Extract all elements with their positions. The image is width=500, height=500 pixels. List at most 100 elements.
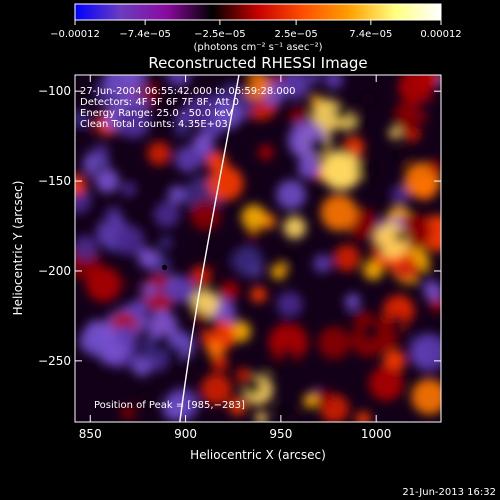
emission-blob (344, 293, 361, 310)
emission-blob (206, 341, 224, 358)
emission-blob (228, 397, 247, 416)
emission-blob (341, 145, 352, 156)
peak-position-label: Position of Peak = [985,−283] (94, 400, 245, 411)
emission-blob (94, 164, 106, 175)
image-plot (75, 75, 441, 422)
emission-blob (115, 324, 138, 347)
emission-blob (303, 393, 318, 409)
emission-blob (270, 264, 287, 280)
emission-blob (361, 322, 381, 342)
emission-blob (374, 243, 384, 254)
emission-blob (92, 143, 110, 161)
emission-blob (394, 230, 407, 243)
colorbar-tick-label: −2.5e−05 (194, 29, 246, 40)
emission-blob (214, 100, 243, 130)
x-tick-label: 950 (269, 427, 292, 441)
emission-blob (389, 314, 405, 331)
y-tick-label: −200 (38, 264, 71, 278)
emission-blob (192, 132, 214, 154)
emission-blob (280, 75, 310, 100)
emission-blob (391, 328, 403, 340)
emission-blob (147, 310, 178, 341)
emission-blob (363, 259, 384, 280)
emission-blob (173, 121, 190, 138)
emission-blob (356, 160, 376, 179)
emission-blob (320, 194, 358, 231)
emission-blob (275, 404, 285, 414)
emission-blob (258, 145, 274, 160)
emission-blob (183, 95, 216, 127)
chart-title: Reconstructed RHESSI Image (148, 54, 367, 72)
emission-blob (333, 244, 361, 272)
emission-blob (297, 156, 320, 180)
emission-blob (211, 354, 229, 372)
emission-blob (96, 90, 114, 108)
emission-blob (285, 412, 299, 422)
emission-blob (174, 145, 202, 173)
emission-blob (166, 345, 184, 364)
emission-blob (75, 235, 98, 260)
annotation-line: Energy Range: 25.0 - 50.0 keV (80, 108, 233, 119)
emission-blob (153, 201, 180, 228)
emission-blob (75, 174, 87, 195)
emission-blob (413, 121, 426, 134)
emission-blob (265, 362, 277, 374)
emission-blob (101, 216, 111, 225)
emission-blob (167, 185, 187, 204)
emission-blob (121, 405, 136, 420)
emission-blob (147, 141, 172, 166)
x-tick-label: 900 (174, 427, 197, 441)
emission-blob (394, 150, 409, 165)
emission-blob (368, 366, 404, 401)
emission-blob (190, 265, 212, 287)
emission-blob (353, 115, 366, 129)
colorbar (74, 3, 442, 21)
emission-blob (289, 106, 309, 126)
emission-blob (417, 98, 434, 116)
annotation-line: Detectors: 4F 5F 6F 7F 8F, Att 0 (80, 97, 239, 108)
emission-blob (121, 181, 137, 197)
emission-blob (190, 199, 221, 231)
annotation-line: 27-Jun-2004 06:55:42.000 to 06:59:28.000 (80, 86, 296, 97)
emission-blob (345, 310, 358, 323)
observation-annotations: 27-Jun-2004 06:55:42.000 to 06:59:28.000… (80, 86, 296, 130)
annotation-line: Clean Total counts: 4.35E+03 (80, 119, 228, 130)
emission-blob (167, 276, 195, 304)
emission-blob (242, 375, 263, 396)
emission-blob (278, 348, 298, 367)
emission-blob (276, 291, 303, 318)
emission-blob (241, 204, 267, 230)
emission-blob (250, 286, 267, 303)
emission-blob (361, 91, 375, 106)
y-tick-label: −100 (38, 84, 71, 98)
emission-blob (142, 75, 159, 86)
x-axis-label: Heliocentric X (arcsec) (190, 448, 326, 462)
emission-blob (131, 356, 153, 377)
emission-blob (234, 75, 254, 91)
emission-blob (402, 331, 413, 342)
emission-blob (137, 247, 159, 269)
colorbar-tick-label: 0.00012 (420, 29, 461, 40)
emission-blob (280, 254, 296, 269)
emission-blob (200, 373, 233, 406)
x-tick-label: 1000 (361, 427, 392, 441)
emission-blob (276, 179, 306, 210)
emission-blob (313, 254, 332, 273)
emission-blob (232, 245, 263, 277)
emission-blob (285, 313, 301, 329)
emission-blob (190, 289, 219, 318)
emission-blob (255, 411, 268, 422)
emission-blob (308, 75, 321, 84)
emission-blob (141, 282, 158, 298)
emission-blob (92, 354, 104, 366)
emission-blob (411, 378, 441, 415)
emission-blob (138, 390, 156, 408)
emission-blob (153, 335, 170, 352)
x-tick-label: 850 (79, 427, 102, 441)
emission-blob (416, 75, 441, 90)
colorbar-tick-label: 7.4e−05 (349, 29, 392, 40)
emission-blob (219, 281, 240, 301)
emission-blob (166, 75, 192, 88)
emission-blob (309, 137, 330, 157)
colorbar-ticks: −0.00012 −7.4e−05 −2.5e−05 2.5e−05 7.4e−05 0.… (50, 20, 462, 40)
